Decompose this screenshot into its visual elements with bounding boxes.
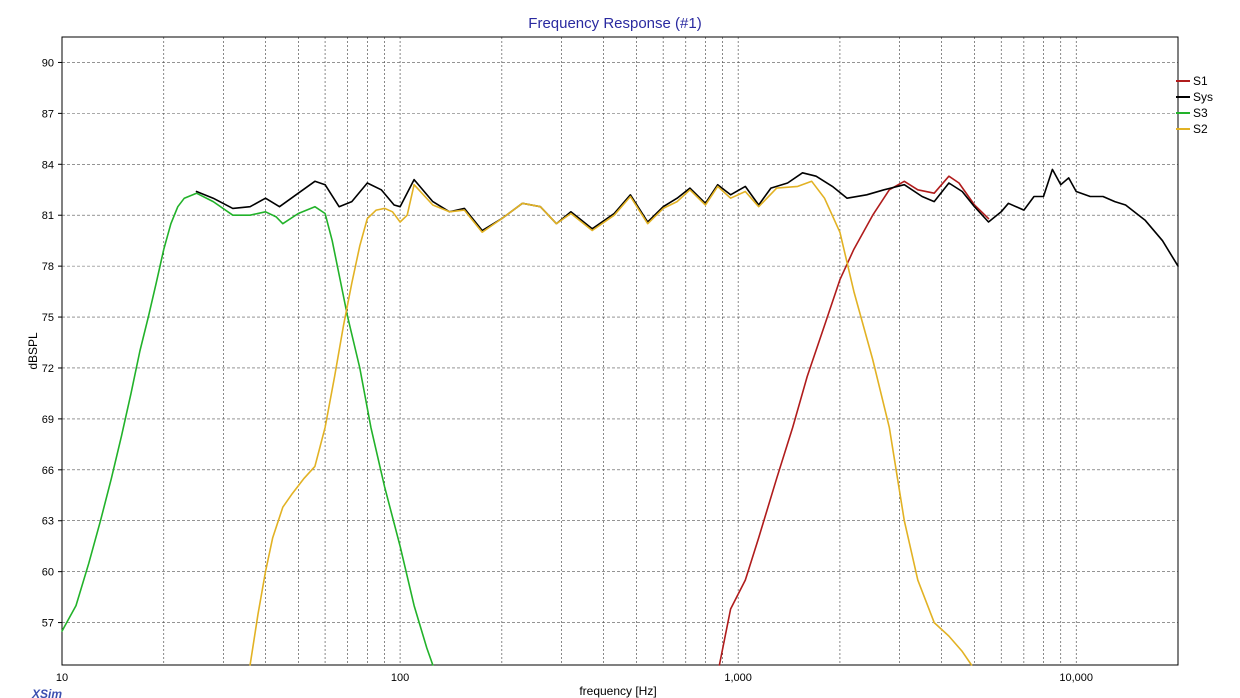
legend-label-s2: S2	[1193, 122, 1208, 136]
chart-title: Frequency Response (#1)	[528, 15, 701, 32]
y-tick-label: 81	[42, 210, 54, 222]
x-axis-label: frequency [Hz]	[579, 684, 656, 698]
y-tick-label: 63	[42, 516, 54, 528]
series-line-s1	[718, 175, 990, 666]
y-tick-label: 84	[42, 159, 54, 171]
y-tick-label: 57	[42, 618, 54, 630]
legend-label-s1: S1	[1193, 74, 1208, 88]
y-tick-label: 66	[42, 465, 54, 477]
series-line-s3	[61, 192, 434, 666]
y-tick-label: 75	[42, 312, 54, 324]
x-tick-label: 100	[391, 672, 409, 684]
series-line-s2	[249, 180, 973, 666]
x-tick-label: 1,000	[724, 672, 752, 684]
x-tick-label: 10,000	[1059, 672, 1093, 684]
legend-label-s3: S3	[1193, 106, 1208, 120]
y-tick-label: 87	[42, 108, 54, 120]
x-tick-labels: 10 100 1,000 10,000	[56, 672, 1093, 684]
y-tick-label: 60	[42, 567, 54, 579]
y-tick-labels: 57 60 63 66 69 72 75 78 81 84 87 90	[42, 57, 62, 630]
plot-frame	[61, 36, 1179, 666]
y-tick-label: 90	[42, 57, 54, 69]
legend-label-sys: Sys	[1193, 90, 1213, 104]
y-tick-label: 78	[42, 261, 54, 273]
series-line-sys	[195, 168, 1179, 267]
xsim-watermark: XSim	[31, 687, 62, 698]
y-axis-label: dBSPL	[26, 332, 40, 370]
x-tick-label: 10	[56, 672, 68, 684]
grid	[62, 37, 1178, 665]
legend: S1 Sys S3 S2	[1176, 74, 1213, 136]
y-tick-label: 69	[42, 414, 54, 426]
y-tick-label: 72	[42, 363, 54, 375]
series-lines	[61, 168, 1179, 666]
